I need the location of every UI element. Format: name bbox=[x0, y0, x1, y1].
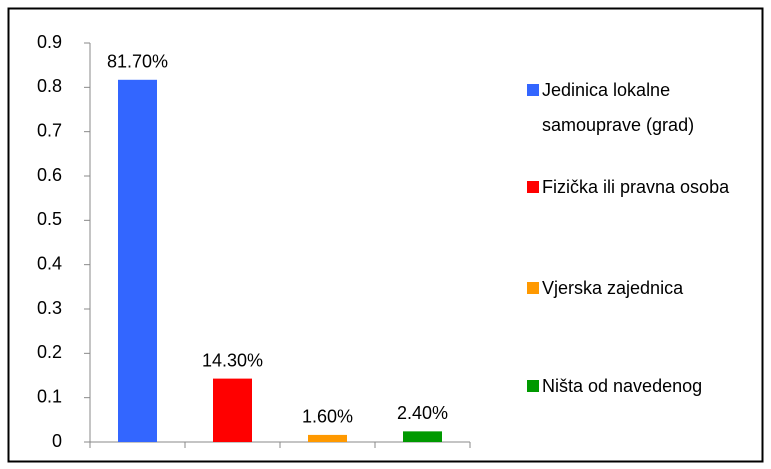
bar bbox=[118, 79, 157, 443]
legend-swatch bbox=[527, 181, 539, 193]
legend-entry: Fizička ili pravna osoba bbox=[527, 170, 742, 205]
legend-entry: Ništa od navedenog bbox=[527, 369, 742, 404]
y-tick-label: 0.7 bbox=[37, 120, 62, 140]
legend-swatch bbox=[527, 282, 539, 294]
legend-label: Ništa od navedenog bbox=[542, 376, 703, 396]
legend-label: Jedinica lokalne samouprave (grad) bbox=[542, 80, 695, 135]
bar bbox=[213, 378, 252, 442]
y-tick-label: 0.5 bbox=[37, 209, 62, 229]
y-tick-label: 0.9 bbox=[37, 32, 62, 52]
legend-entry: Jedinica lokalne samouprave (grad) bbox=[527, 73, 742, 143]
y-tick-label: 0 bbox=[52, 431, 62, 451]
data-label: 2.40% bbox=[397, 403, 448, 423]
bar bbox=[403, 431, 442, 442]
y-tick-label: 0.4 bbox=[37, 253, 62, 273]
legend-swatch bbox=[527, 380, 539, 392]
legend-label: Vjerska zajednica bbox=[542, 278, 684, 298]
data-label: 14.30% bbox=[202, 350, 263, 370]
y-tick-label: 0.6 bbox=[37, 165, 62, 185]
y-tick-label: 0.8 bbox=[37, 76, 62, 96]
chart-border bbox=[7, 7, 764, 463]
data-label: 1.60% bbox=[302, 407, 353, 427]
legend-swatch bbox=[527, 84, 539, 96]
y-tick-label: 0.3 bbox=[37, 298, 62, 318]
data-label: 81.70% bbox=[107, 52, 168, 72]
legend-label: Fizička ili pravna osoba bbox=[542, 177, 730, 197]
legend-entry: Vjerska zajednica bbox=[527, 271, 742, 306]
bar bbox=[308, 434, 347, 442]
y-tick-label: 0.2 bbox=[37, 342, 62, 362]
y-tick-label: 0.1 bbox=[37, 386, 62, 406]
